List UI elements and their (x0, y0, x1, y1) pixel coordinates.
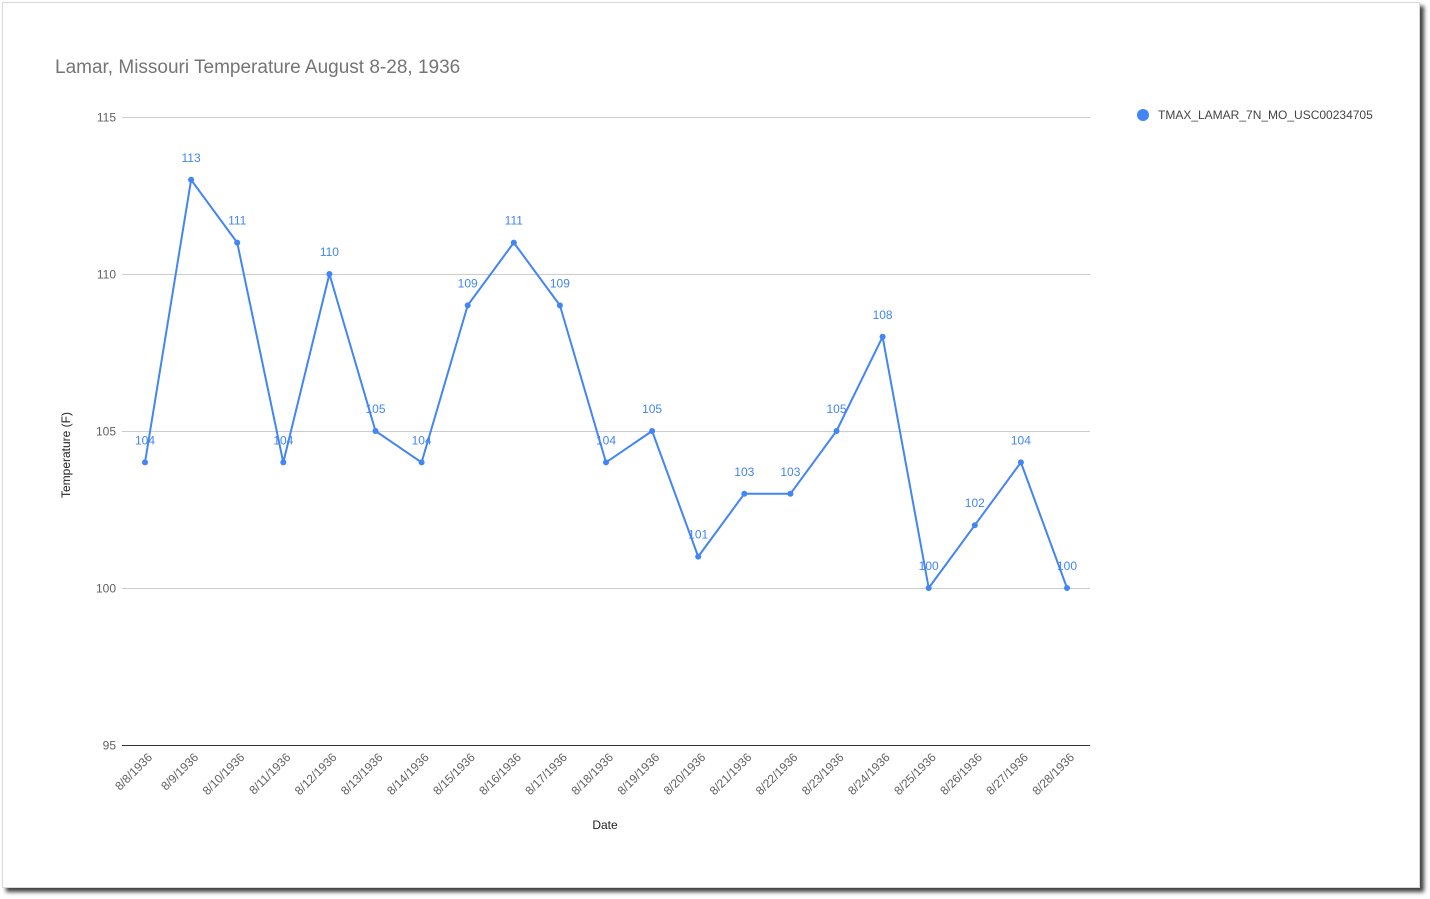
x-tick-label: 8/27/1936 (983, 750, 1031, 798)
x-tick-label: 8/8/1936 (112, 750, 155, 793)
data-point[interactable] (695, 553, 702, 560)
data-label: 104 (1011, 433, 1031, 447)
legend-marker-icon (1137, 109, 1149, 121)
data-point[interactable] (603, 459, 609, 466)
data-point[interactable] (326, 271, 333, 277)
data-point[interactable] (188, 176, 195, 183)
x-tick-label: 8/21/1936 (707, 750, 755, 798)
data-label: 100 (1057, 559, 1077, 573)
data-point[interactable] (510, 239, 517, 246)
y-axis-title: Temperature (F) (59, 412, 73, 498)
chart-frame (2, 2, 1420, 888)
data-label: 100 (919, 559, 939, 573)
data-label: 103 (734, 465, 754, 479)
data-point[interactable] (1064, 585, 1070, 591)
data-point[interactable] (971, 522, 978, 529)
data-label: 104 (273, 433, 293, 447)
chart-title: Lamar, Missouri Temperature August 8-28,… (55, 57, 461, 78)
data-point[interactable] (142, 459, 148, 466)
data-label: 104 (596, 433, 616, 447)
legend-label: TMAX_LAMAR_7N_MO_USC00234705 (1158, 108, 1373, 122)
data-point[interactable] (833, 428, 840, 434)
series-line (144, 178, 1068, 589)
y-tick-label: 115 (97, 111, 116, 125)
data-point[interactable] (556, 302, 563, 309)
y-axis-ticks: 95 100 105 110 115 (96, 111, 116, 753)
x-tick-label: 8/26/1936 (937, 750, 985, 798)
data-label: 105 (826, 402, 846, 416)
data-label: 109 (458, 276, 478, 290)
x-tick-label: 8/17/1936 (522, 750, 570, 798)
data-point[interactable] (418, 459, 425, 466)
data-point[interactable] (879, 333, 886, 340)
x-tick-label: 8/9/1936 (158, 750, 201, 793)
data-label: 104 (412, 433, 432, 447)
x-axis-title: Date (592, 818, 618, 832)
x-tick-label: 8/22/1936 (753, 750, 801, 798)
data-label: 108 (873, 308, 893, 322)
x-tick-label: 8/20/1936 (661, 750, 709, 798)
x-tick-label: 8/15/1936 (430, 750, 478, 798)
x-tick-label: 8/14/1936 (384, 750, 432, 798)
x-tick-label: 8/19/1936 (615, 750, 663, 798)
x-tick-label: 8/12/1936 (292, 750, 340, 798)
legend[interactable]: TMAX_LAMAR_7N_MO_USC00234705 (1137, 108, 1373, 122)
gridlines (122, 117, 1090, 746)
y-tick-label: 95 (103, 739, 117, 753)
data-label: 102 (965, 496, 985, 510)
x-tick-label: 8/10/1936 (200, 750, 248, 798)
x-tick-label: 8/11/1936 (246, 750, 293, 797)
data-label: 113 (182, 151, 201, 165)
data-label: 110 (320, 245, 339, 259)
x-tick-label: 8/23/1936 (799, 750, 847, 798)
data-point[interactable] (787, 490, 794, 497)
x-tick-label: 8/13/1936 (338, 750, 386, 798)
data-label: 104 (135, 433, 155, 447)
x-tick-label: 8/24/1936 (845, 750, 893, 798)
y-tick-label: 105 (96, 425, 116, 439)
x-tick-label: 8/25/1936 (891, 750, 939, 798)
data-label: 111 (505, 214, 524, 228)
data-point[interactable] (372, 428, 379, 434)
data-label: 105 (365, 402, 385, 416)
x-tick-label: 8/16/1936 (476, 750, 524, 798)
data-label: 101 (688, 528, 708, 542)
y-tick-label: 110 (97, 268, 116, 282)
series-line-layer (144, 178, 1068, 589)
data-labels: 104 113 111 104 110 105 104 109 111 109 104 105 101 1… (135, 151, 1077, 573)
data-point[interactable] (925, 585, 932, 591)
data-point[interactable] (280, 459, 287, 466)
data-point[interactable] (649, 428, 656, 434)
data-point[interactable] (741, 490, 748, 497)
data-point[interactable] (464, 302, 471, 309)
data-point[interactable] (1017, 459, 1024, 466)
y-tick-label: 100 (96, 582, 116, 596)
data-label: 103 (780, 465, 800, 479)
x-tick-label: 8/28/1936 (1029, 750, 1077, 798)
data-point[interactable] (234, 239, 241, 246)
data-label: 109 (550, 276, 570, 290)
data-label: 105 (642, 402, 662, 416)
x-tick-label: 8/18/1936 (568, 750, 616, 798)
data-points (142, 176, 1070, 591)
data-label: 111 (228, 214, 247, 228)
